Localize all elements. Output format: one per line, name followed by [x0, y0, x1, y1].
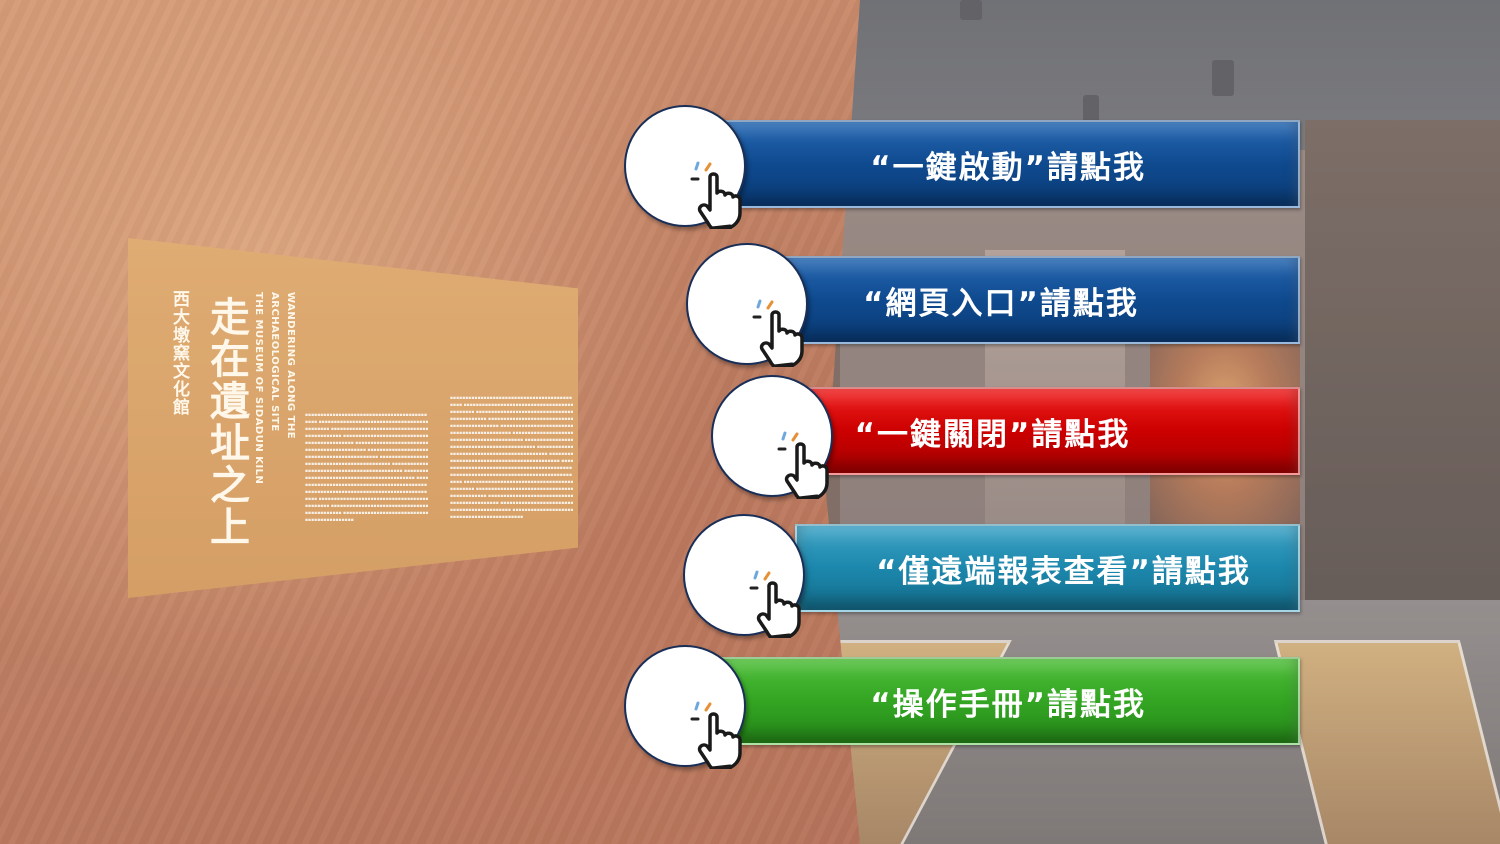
tap-hand-icon	[690, 701, 742, 769]
tap-hand-icon	[777, 431, 829, 499]
web-portal-label: “網頁入口”請點我	[863, 285, 1139, 322]
one-click-start-button[interactable]: “一鍵啟動”請點我	[718, 120, 1300, 208]
sign-subtitle-en-line2: THE MUSEUM OF SIDADUN KILN	[253, 292, 264, 485]
right-wall	[1305, 120, 1500, 680]
remote-report-view-label: “僅遠端報表查看”請點我	[876, 553, 1251, 590]
sign-body-text-cn: ▪▪▪▪▪▪▪▪▪▪▪▪▪▪▪▪▪▪▪▪▪▪▪▪▪▪▪▪▪▪▪▪▪▪▪▪▪▪▪▪…	[305, 413, 429, 523]
shutdown-tap-hand-icon[interactable]	[711, 375, 833, 499]
report-tap-hand-icon[interactable]	[683, 514, 805, 638]
user-manual-label: “操作手冊”請點我	[870, 686, 1146, 723]
tap-hand-icon	[749, 570, 801, 638]
one-click-shutdown-button[interactable]: “一鍵關閉”請點我	[805, 387, 1300, 475]
museum-sign	[128, 238, 578, 598]
start-tap-hand-icon[interactable]	[624, 105, 746, 229]
remote-report-view-button[interactable]: “僅遠端報表查看”請點我	[795, 524, 1300, 612]
ceiling-lamp	[1212, 60, 1234, 96]
sign-subtitle-en: WANDERING ALONG THE ARCHAEOLOGICAL SITE …	[250, 292, 298, 542]
ceiling-lamp	[960, 0, 982, 20]
sign-subtitle-cn: 西大墩窯文化館	[169, 290, 189, 416]
ceiling-lamp	[1083, 95, 1099, 123]
user-manual-button[interactable]: “操作手冊”請點我	[720, 657, 1300, 745]
web-portal-button[interactable]: “網頁入口”請點我	[780, 256, 1300, 344]
one-click-shutdown-label: “一鍵關閉”請點我	[854, 416, 1131, 453]
manual-tap-hand-icon[interactable]	[624, 645, 746, 769]
sign-body-text-en: ▪▪▪▪▪▪▪▪▪▪▪▪▪▪▪▪▪▪▪▪▪▪▪▪▪▪▪▪▪▪▪▪▪▪▪▪▪▪▪▪…	[450, 396, 574, 520]
tap-hand-icon	[752, 299, 804, 367]
sign-title: 走在遺址之上	[203, 296, 250, 548]
portal-tap-hand-icon[interactable]	[686, 243, 808, 367]
one-click-start-label: “一鍵啟動”請點我	[870, 149, 1146, 186]
tap-hand-icon	[690, 161, 742, 229]
sign-subtitle-en-line1: WANDERING ALONG THE ARCHAEOLOGICAL SITE	[269, 292, 296, 440]
